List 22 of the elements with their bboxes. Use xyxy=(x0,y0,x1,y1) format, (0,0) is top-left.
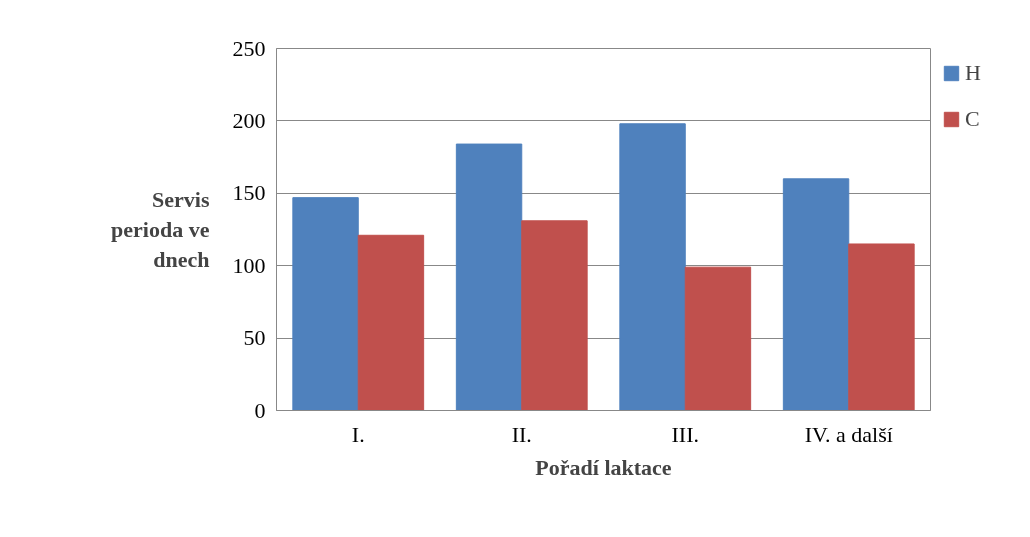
y-tick-label: 50 xyxy=(243,325,266,351)
y-tick-label: 0 xyxy=(254,397,266,423)
bar xyxy=(292,197,359,411)
y-axis-title: Servis perioda ve dnech xyxy=(111,187,210,272)
x-axis-title: Pořadí laktace xyxy=(535,454,672,480)
bar xyxy=(521,220,588,411)
x-tick-label: II. xyxy=(511,421,532,447)
y-tick-label: 250 xyxy=(232,35,266,61)
x-tick-label: I. xyxy=(351,421,365,447)
x-tick-label: IV. a další xyxy=(804,421,893,447)
legend-label: C xyxy=(965,106,981,132)
bar xyxy=(619,123,686,411)
bar xyxy=(848,243,915,411)
bar xyxy=(455,143,523,411)
y-tick-label: 150 xyxy=(232,180,266,206)
legend-label: H xyxy=(965,60,982,86)
bar xyxy=(684,266,752,411)
bar xyxy=(357,234,425,411)
y-tick-label: 200 xyxy=(232,107,266,133)
y-tick-label: 100 xyxy=(232,252,266,278)
x-tick-label: III. xyxy=(671,421,699,447)
bar xyxy=(782,178,850,411)
